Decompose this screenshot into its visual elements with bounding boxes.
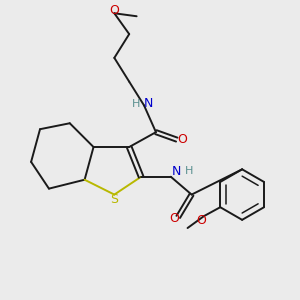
Text: S: S bbox=[110, 194, 118, 206]
Text: N: N bbox=[144, 98, 153, 110]
Text: O: O bbox=[196, 214, 206, 227]
Text: N: N bbox=[172, 165, 181, 178]
Text: H: H bbox=[131, 99, 140, 109]
Text: H: H bbox=[184, 167, 193, 176]
Text: O: O bbox=[110, 4, 119, 17]
Text: O: O bbox=[169, 212, 179, 225]
Text: O: O bbox=[177, 133, 187, 146]
